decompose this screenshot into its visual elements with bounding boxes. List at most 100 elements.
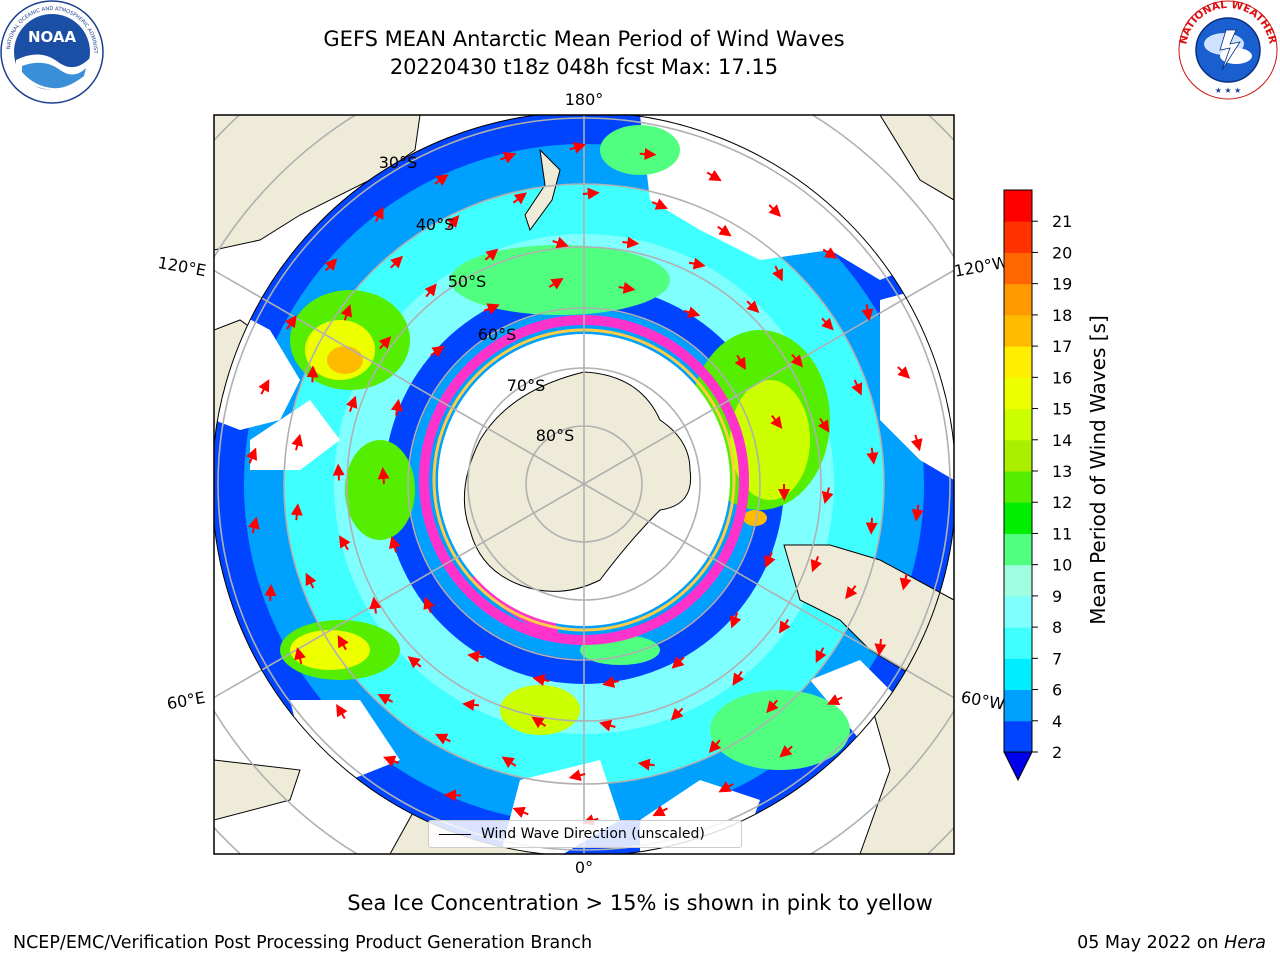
- legend-label: Wind Wave Direction (unscaled): [481, 826, 705, 842]
- wave-direction-arrow: [324, 258, 338, 272]
- wave-direction-arrow: [337, 634, 349, 651]
- wave-direction-arrow: [874, 638, 887, 656]
- wave-direction-arrow: [378, 336, 392, 350]
- footer-date-text: 05 May 2022 on: [1077, 933, 1225, 953]
- lon-label-120e: 120°E: [156, 253, 207, 280]
- colorbar-segment: [1004, 346, 1032, 378]
- wind-wave-vectors: [245, 142, 924, 826]
- wave-direction-arrow: [372, 206, 384, 223]
- wave-direction-arrow: [639, 148, 657, 161]
- wave-direction-arrow: [779, 745, 793, 758]
- wave-direction-arrow: [423, 596, 435, 613]
- wave-direction-arrow: [599, 719, 616, 732]
- wave-direction-arrow: [512, 192, 527, 205]
- map-frame: [213, 114, 955, 855]
- wave-direction-arrow: [569, 142, 587, 154]
- colorbar-segment: [1004, 314, 1032, 347]
- wave-direction-arrow: [582, 187, 600, 200]
- lat-label-40s: 40°S: [416, 215, 455, 234]
- wave-direction-arrow: [258, 379, 270, 395]
- wave-direction-arrow: [637, 758, 655, 771]
- colorbar-segment: [1004, 439, 1032, 472]
- wave-direction-arrow: [377, 467, 390, 485]
- colorbar-tick-label: 14: [1052, 431, 1072, 450]
- wave-direction-arrow: [483, 303, 500, 315]
- wave-direction-arrow: [651, 198, 668, 210]
- wave-direction-arrow: [790, 353, 804, 368]
- high-period-regions: [280, 125, 850, 770]
- wave-direction-arrow: [810, 556, 822, 573]
- wave-direction-arrow: [552, 236, 569, 249]
- wave-direction-arrow: [430, 345, 445, 358]
- colorbar-segment: [1004, 377, 1032, 410]
- colorbar-segment: [1004, 720, 1032, 753]
- wave-direction-arrow: [772, 265, 783, 282]
- wave-direction-arrow: [407, 656, 422, 669]
- map-legend: Wind Wave Direction (unscaled): [428, 820, 742, 848]
- wave-direction-arrow: [434, 174, 449, 186]
- wave-direction-arrow: [706, 169, 722, 182]
- noaa-logo-text: NOAA: [28, 28, 77, 46]
- wave-direction-arrow: [388, 536, 401, 553]
- nws-logo: NATIONAL WEATHER SERVICE ★ ★ ★: [1178, 0, 1278, 100]
- wave-direction-arrow: [683, 306, 701, 318]
- plot-title: GEFS MEAN Antarctic Mean Period of Wind …: [323, 27, 845, 51]
- wave-direction-arrow: [861, 304, 874, 322]
- colorbar-label: Mean Period of Wind Waves [s]: [1086, 315, 1110, 625]
- wave-direction-arrow: [390, 398, 403, 416]
- svg-text:★ ★ ★: ★ ★ ★: [1215, 86, 1242, 95]
- lon-label-120w: 120°W: [953, 252, 1010, 280]
- colorbar-segment: [1004, 658, 1032, 691]
- wave-direction-arrow: [766, 699, 779, 714]
- colorbar-tick-label: 16: [1052, 368, 1072, 387]
- colorbar-tick-label: 18: [1052, 306, 1072, 325]
- colorbar-segment: [1004, 190, 1032, 222]
- wave-direction-arrow: [821, 487, 834, 504]
- wave-direction-arrow: [764, 552, 776, 569]
- lon-label-180: 180°: [565, 90, 604, 109]
- colorbar: 2 4 6 7 8 9 10 11 12 13 14 15 16 17 18 19 20 21: [1003, 189, 1072, 782]
- colorbar-segment: [1004, 564, 1032, 597]
- wave-direction-arrow: [512, 806, 529, 819]
- wave-direction-arrow: [770, 414, 783, 430]
- colorbar-segment: [1004, 408, 1032, 441]
- footer-credit: NCEP/EMC/Verification Post Processing Pr…: [13, 933, 593, 953]
- wave-direction-arrow: [264, 584, 277, 602]
- wave-direction-arrow: [618, 281, 636, 294]
- colorbar-tick-label: 21: [1052, 212, 1072, 231]
- colorbar-tick-label: 9: [1052, 587, 1062, 606]
- wave-direction-arrow: [369, 596, 382, 614]
- colorbar-segment: [1004, 221, 1032, 253]
- wave-direction-arrow: [729, 612, 742, 629]
- wave-direction-arrow: [548, 278, 564, 290]
- colorbar-tick-label: 11: [1052, 524, 1072, 543]
- wave-direction-arrow: [821, 317, 834, 331]
- colorbar-tick-label: 10: [1052, 556, 1072, 575]
- colorbar-segment: [1004, 283, 1032, 316]
- colorbar-tick-label: 4: [1052, 712, 1062, 731]
- wave-direction-arrow: [708, 739, 722, 754]
- wave-direction-arrow: [305, 572, 317, 589]
- wave-direction-arrow: [910, 434, 923, 452]
- colorbar-segment: [1004, 471, 1032, 503]
- wave-direction-arrow: [462, 698, 480, 711]
- wave-direction-arrow: [284, 314, 297, 330]
- wave-direction-arrow: [290, 503, 303, 521]
- wave-direction-arrow: [446, 214, 460, 229]
- wave-direction-arrow: [467, 650, 485, 663]
- wave-direction-arrow: [501, 756, 517, 769]
- wave-direction-arrow: [851, 379, 863, 396]
- colorbar-tick-label: 15: [1052, 400, 1072, 419]
- caption: Sea Ice Concentration > 15% is shown in …: [347, 891, 933, 915]
- lat-label-30s: 30°S: [379, 153, 418, 172]
- wave-direction-arrow: [670, 707, 684, 721]
- wave-direction-arrow: [734, 354, 746, 371]
- colorbar-tick-label: 6: [1052, 681, 1062, 700]
- lon-label-0: 0°: [575, 858, 593, 877]
- wave-direction-arrow: [865, 517, 878, 535]
- wave-direction-arrow: [332, 463, 345, 481]
- wave-direction-arrow: [768, 204, 782, 217]
